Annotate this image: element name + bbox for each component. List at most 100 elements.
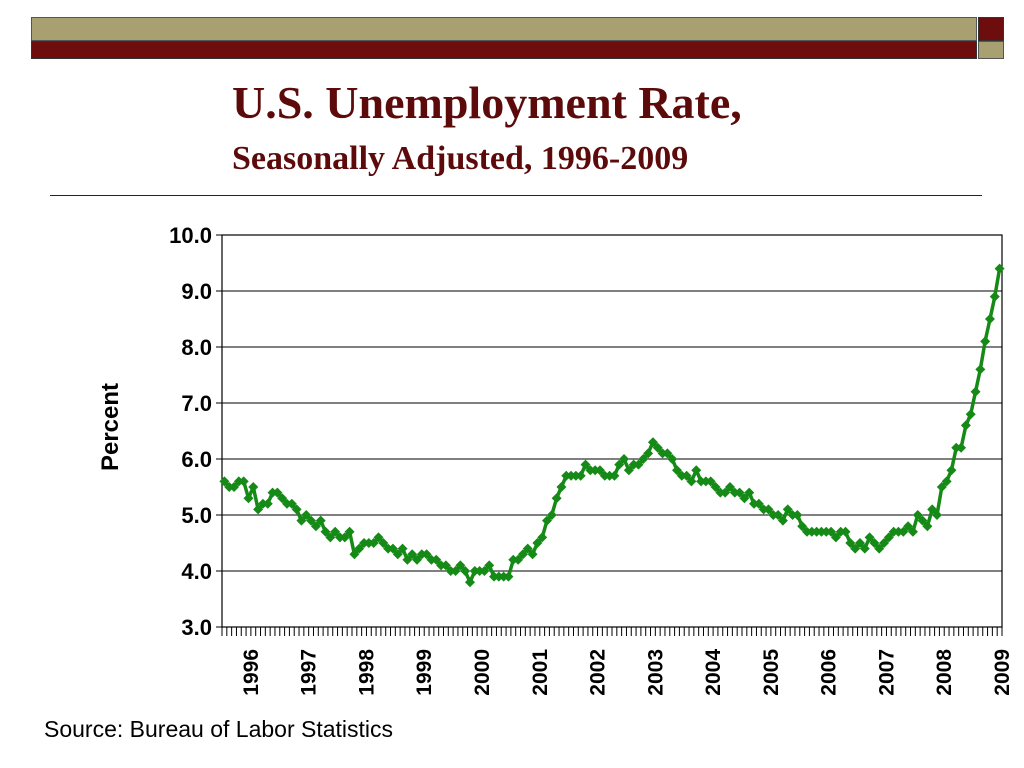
x-tick-label: 2007 — [875, 649, 898, 696]
data-point-marker — [306, 515, 317, 526]
series-markers — [219, 263, 1005, 588]
data-point-marker — [912, 510, 923, 520]
data-point-marker — [936, 482, 947, 492]
data-point-marker — [503, 571, 514, 582]
data-point-marker — [450, 566, 461, 576]
slide-title: U.S. Unemployment Rate, — [232, 77, 742, 128]
data-point-marker — [777, 515, 788, 526]
y-tick-label: 6.0 — [181, 447, 212, 472]
x-tick-label: 2003 — [644, 649, 667, 696]
data-point-marker — [643, 448, 654, 459]
data-point-marker — [330, 526, 341, 537]
data-point-marker — [527, 549, 538, 560]
data-point-marker — [238, 476, 249, 487]
data-point-marker — [546, 510, 557, 520]
data-point-marker — [869, 538, 880, 548]
data-point-marker — [984, 314, 995, 324]
data-point-marker — [753, 498, 764, 509]
data-point-marker — [927, 504, 938, 515]
data-point-marker — [859, 543, 870, 554]
data-point-marker — [609, 470, 620, 481]
y-tick-label: 5.0 — [181, 503, 212, 528]
data-point-marker — [397, 543, 408, 554]
data-point-marker — [623, 465, 634, 476]
data-point-marker — [874, 543, 885, 554]
data-point-marker — [946, 465, 957, 476]
y-tick-label: 7.0 — [181, 391, 212, 416]
header-square-maroon — [978, 17, 1004, 41]
data-point-marker — [277, 493, 288, 504]
data-point-marker — [542, 515, 552, 526]
data-point-marker — [291, 504, 302, 515]
y-tick-label: 10.0 — [169, 223, 212, 248]
data-point-marker — [517, 549, 528, 560]
data-point-marker — [883, 532, 894, 543]
data-point-marker — [431, 554, 442, 565]
data-point-marker — [845, 538, 856, 548]
data-point-marker — [898, 526, 909, 537]
data-point-marker — [272, 487, 283, 498]
data-point-marker — [440, 560, 451, 571]
x-tick-label: 2006 — [818, 649, 841, 696]
data-point-marker — [970, 386, 981, 397]
data-point-marker — [556, 482, 567, 492]
data-point-marker — [378, 538, 389, 548]
data-point-marker — [575, 470, 586, 481]
data-point-marker — [522, 543, 533, 554]
data-point-marker — [980, 336, 991, 347]
y-tick-label: 8.0 — [181, 335, 212, 360]
y-tick-label: 4.0 — [181, 559, 212, 584]
data-point-marker — [922, 521, 933, 532]
data-point-marker — [551, 493, 562, 504]
data-point-marker — [325, 532, 336, 543]
data-point-marker — [368, 538, 379, 548]
data-point-marker — [229, 482, 240, 492]
data-point-marker — [879, 538, 890, 548]
data-point-marker — [479, 566, 490, 576]
source-note: Source: Bureau of Labor Statistics — [44, 716, 394, 742]
data-point-marker — [840, 526, 851, 537]
data-point-marker — [710, 482, 721, 492]
data-point-marker — [320, 526, 331, 537]
data-point-marker — [667, 454, 678, 464]
data-point-marker — [672, 465, 682, 476]
y-tick-label: 3.0 — [181, 615, 212, 640]
data-point-marker — [941, 476, 952, 487]
x-tick-label: 1999 — [413, 649, 436, 696]
data-point-marker — [532, 538, 543, 548]
data-point-marker — [594, 465, 605, 476]
data-point-marker — [253, 504, 264, 515]
data-point-marker — [989, 291, 1000, 302]
data-point-marker — [484, 560, 495, 571]
data-point-marker — [686, 476, 697, 487]
data-point-marker — [681, 470, 692, 481]
plot-area-frame — [221, 234, 1003, 628]
data-point-marker — [315, 515, 326, 526]
y-axis-label: Percent — [97, 383, 124, 471]
x-tick-label: 2001 — [529, 649, 552, 696]
data-point-marker — [421, 549, 432, 560]
data-point-marker — [464, 577, 475, 588]
data-point-marker — [850, 543, 861, 554]
data-point-marker — [296, 515, 307, 526]
data-point-marker — [344, 526, 355, 537]
data-point-marker — [720, 487, 731, 498]
data-point-marker — [580, 459, 591, 470]
data-point-marker — [994, 263, 1005, 274]
data-point-marker — [392, 549, 403, 560]
data-point-marker — [537, 532, 548, 543]
x-tick-label: 1997 — [298, 649, 321, 696]
data-point-marker — [782, 504, 793, 515]
title-divider — [50, 195, 982, 196]
data-point-marker — [826, 526, 837, 537]
data-point-marker — [956, 442, 967, 453]
x-tick-label: 1996 — [240, 649, 263, 696]
data-point-marker — [903, 521, 914, 532]
data-point-marker — [638, 454, 649, 464]
data-point-marker — [373, 532, 384, 543]
data-point-marker — [744, 487, 755, 498]
y-axis-ticks: 3.0 4.0 5.0 6.0 7.0 8.0 9.0 10.0 — [169, 223, 222, 640]
data-point-marker — [310, 521, 321, 532]
data-point-marker — [724, 482, 735, 492]
